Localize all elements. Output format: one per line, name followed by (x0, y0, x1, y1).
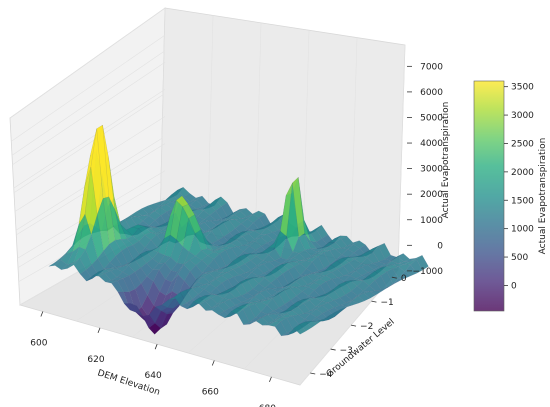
x-axis-ticks: 600 620 640 660 680 (30, 311, 276, 407)
grid-line (11, 34, 166, 142)
surface-facet (334, 306, 347, 317)
x-tick-mark (154, 344, 158, 350)
x-tick-label: 640 (145, 371, 162, 381)
colorbar: 0 500 1000 1500 2000 2500 3000 3500 Actual Evap… (473, 80, 548, 312)
x-tick-label: 600 (30, 339, 47, 349)
colorbar-ticks: 0 500 1000 1500 2000 2500 3000 3500 (504, 83, 534, 291)
x-tick-mark (269, 376, 272, 382)
z-tick-label: 3000 (420, 165, 443, 175)
y-tick-mark (350, 324, 357, 327)
grid-line (159, 7, 166, 226)
surface-facet (299, 321, 313, 332)
surface-facet (369, 290, 383, 296)
colorbar-label: Actual Evapotranspiration (538, 138, 548, 255)
x-tick-mark (97, 327, 101, 334)
grid-line (302, 30, 310, 253)
colorbar-tick-label: 3500 (511, 83, 534, 93)
y-tick-mark (391, 276, 397, 279)
colorbar-tick-label: 2000 (511, 168, 534, 178)
x-tick-label: 620 (87, 355, 104, 365)
grid-line (13, 94, 164, 194)
colorbar-tick-label: 500 (511, 253, 528, 263)
z-tick-label: −1000 (413, 267, 444, 277)
x-tick-label: 660 (202, 388, 219, 398)
colorbar-gradient (473, 80, 505, 312)
grid-line (9, 7, 166, 119)
x-tick-mark (40, 311, 44, 317)
colorbar-tick-label: 0 (511, 281, 517, 291)
z-tick-label: 5000 (420, 113, 443, 123)
surface-facet (293, 323, 307, 335)
y-tick-mark (371, 300, 377, 303)
colorbar-tick-label: 3000 (511, 111, 534, 121)
surface-facet (387, 280, 400, 288)
grid-line (254, 22, 262, 244)
x-tick-label: 680 (259, 404, 276, 407)
grid-line (350, 37, 358, 262)
z-axis-label: Actual Evapotranspiration (441, 102, 451, 219)
z-tick-label: 7000 (420, 62, 443, 72)
surface-plot (48, 124, 429, 337)
z-tick-label: 1000 (420, 216, 443, 226)
grid-line (11, 51, 165, 156)
y-tick-label: −2 (360, 322, 373, 332)
colorbar-tick-label: 1000 (511, 225, 534, 235)
y-tick-label: 0 (401, 274, 407, 284)
grid-line (207, 15, 214, 235)
colorbar-tick-label: 1500 (511, 196, 534, 206)
grid-line (12, 62, 166, 165)
y-tick-label: −4 (319, 370, 333, 380)
z-axis-ticks: −1000 0 1000 2000 3000 4000 5000 6000 7000 (407, 62, 443, 277)
y-tick-mark (330, 348, 336, 351)
surface-facet (351, 295, 365, 304)
grid-line (397, 44, 406, 271)
y-axis-ticks: 0 −1 −2 −3 −4 (310, 274, 407, 380)
y-tick-label: −1 (380, 298, 393, 308)
z-tick-label: 6000 (420, 88, 443, 98)
colorbar-tick-label: 2500 (511, 139, 534, 149)
z-tick-label: 4000 (420, 139, 443, 149)
z-tick-label: 2000 (420, 190, 443, 200)
y-tick-mark (310, 372, 316, 375)
x-tick-mark (211, 360, 215, 366)
z-tick-label: 0 (437, 241, 443, 251)
y-tick-label: −3 (340, 346, 353, 356)
grid-line (13, 89, 166, 189)
